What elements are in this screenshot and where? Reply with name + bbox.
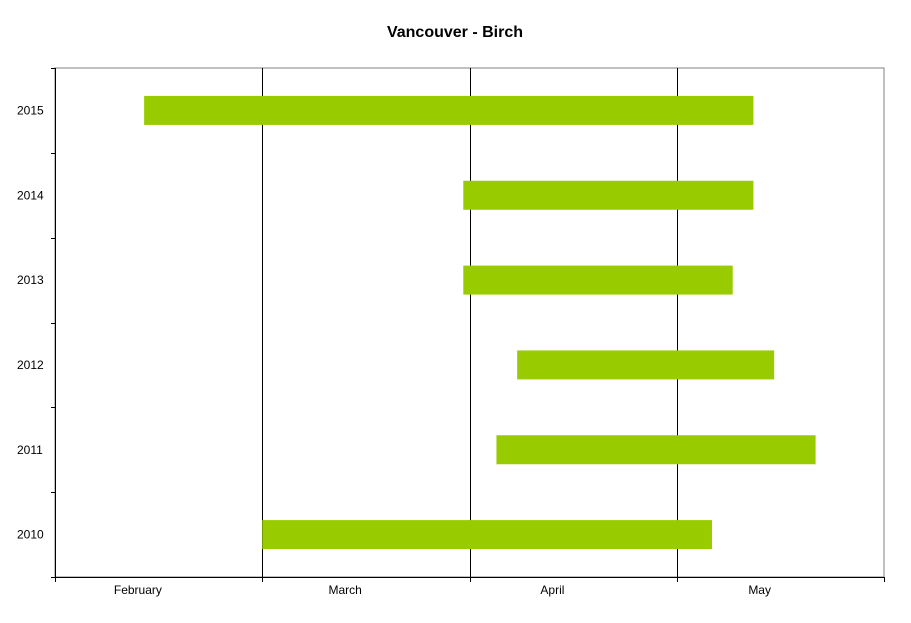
x-tick-label: March — [328, 583, 361, 597]
bar — [262, 520, 712, 550]
chart-title: Vancouver - Birch — [387, 24, 523, 41]
bar — [463, 180, 754, 210]
bar — [517, 350, 775, 380]
x-tick-label: February — [114, 583, 162, 597]
bar — [463, 265, 733, 295]
y-tick-label: 2013 — [17, 273, 44, 287]
x-tick-label: May — [748, 583, 771, 597]
x-tick-label: April — [540, 583, 564, 597]
bar — [496, 435, 816, 465]
plot-frame — [54, 67, 885, 578]
y-tick-label: 2011 — [17, 443, 43, 457]
y-tick-label: 2012 — [17, 358, 44, 372]
plot-area: February March April May 2015 2014 2013 2012 201… — [17, 67, 885, 597]
bar — [144, 95, 754, 125]
y-tick-label: 2010 — [17, 528, 44, 542]
y-tick-label: 2014 — [17, 188, 44, 202]
y-tick-label: 2015 — [17, 103, 44, 117]
